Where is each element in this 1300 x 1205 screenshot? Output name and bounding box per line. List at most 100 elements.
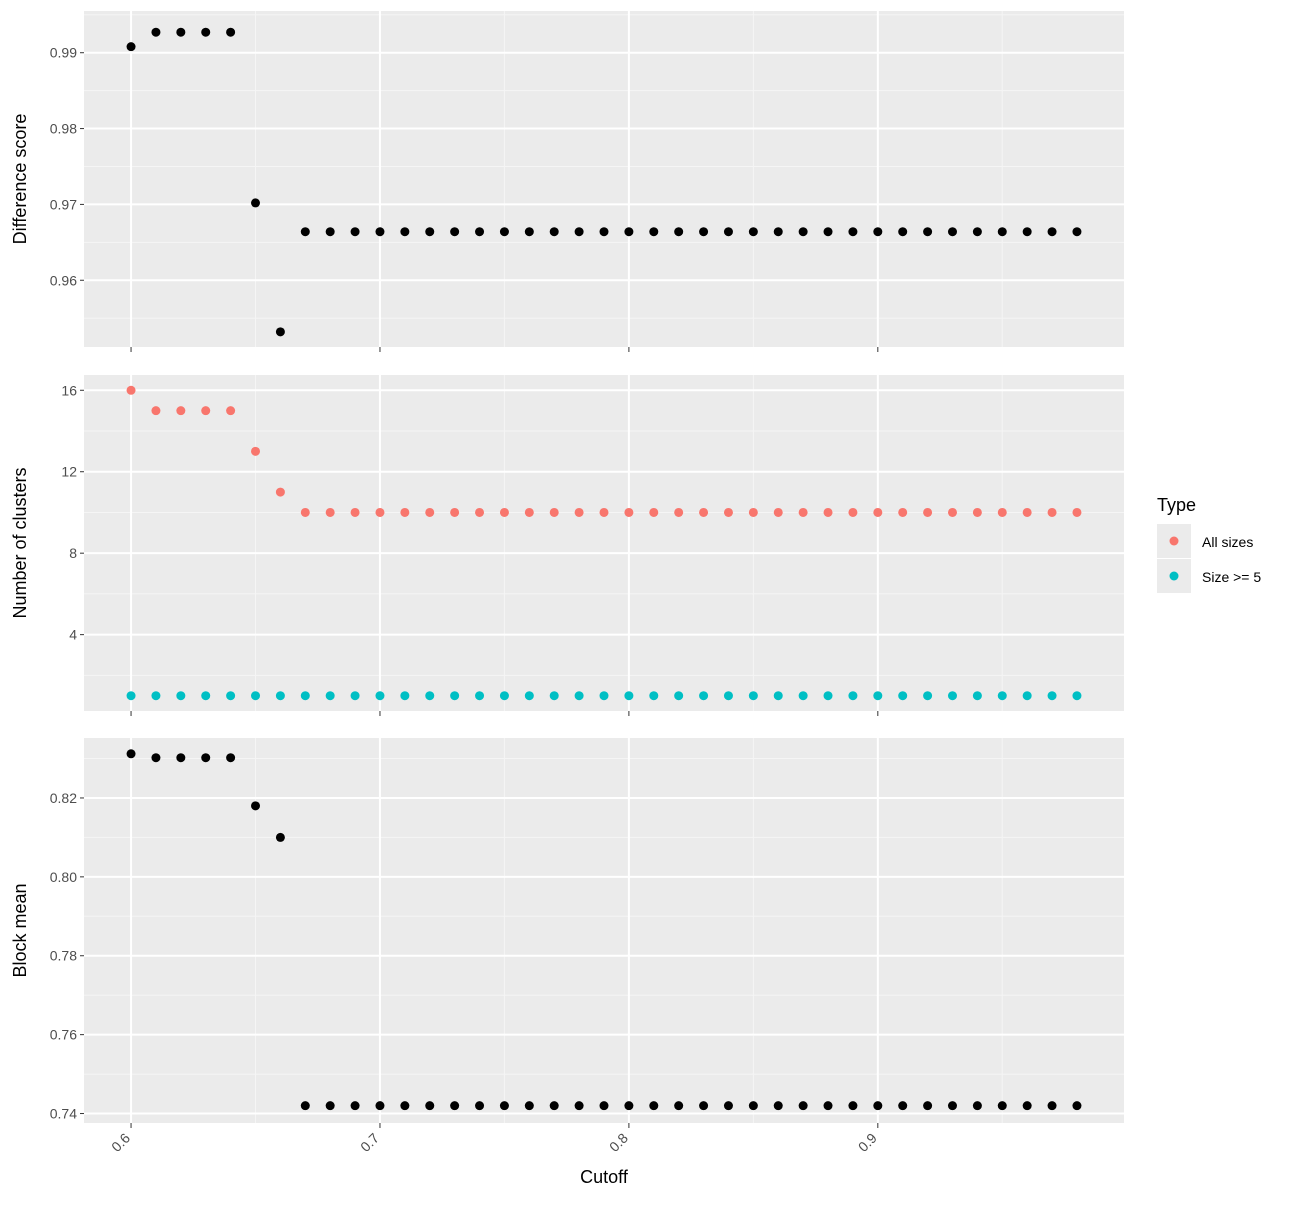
data-point (848, 1101, 858, 1111)
data-point (773, 691, 783, 701)
data-point (275, 691, 285, 701)
data-point (325, 691, 335, 701)
data-point (723, 227, 733, 237)
data-point (972, 227, 982, 237)
data-point (400, 691, 410, 701)
data-point (126, 691, 136, 701)
data-point (674, 1101, 684, 1111)
y-tick-label: 0.76 (50, 1027, 77, 1043)
data-point (325, 507, 335, 517)
data-point (649, 227, 659, 237)
data-point (898, 227, 908, 237)
panel-3: 0.74 0.76 0.78 0.80 0.82 Block mean (10, 738, 1124, 1128)
data-point (723, 691, 733, 701)
data-point (475, 507, 485, 517)
data-point (524, 1101, 534, 1111)
data-point (798, 1101, 808, 1111)
legend-key-point (1169, 536, 1179, 546)
data-point (947, 227, 957, 237)
data-point (873, 1101, 883, 1111)
data-point (823, 691, 833, 701)
data-point (450, 691, 460, 701)
data-point (524, 227, 534, 237)
x-tick-label: 0.6 (108, 1130, 133, 1155)
data-point (400, 227, 410, 237)
data-point (624, 507, 634, 517)
data-point (450, 507, 460, 517)
series-2-size-5 (126, 691, 1082, 701)
data-point (773, 227, 783, 237)
data-point (126, 749, 136, 759)
data-point (275, 832, 285, 842)
data-point (923, 507, 933, 517)
y-tick-label: 0.74 (50, 1106, 77, 1122)
data-point (574, 227, 584, 237)
data-point (699, 507, 709, 517)
data-point (599, 691, 609, 701)
data-point (599, 227, 609, 237)
data-point (300, 1101, 310, 1111)
data-point (226, 753, 236, 763)
data-point (748, 691, 758, 701)
data-point (997, 691, 1007, 701)
data-point (873, 691, 883, 701)
data-point (823, 227, 833, 237)
data-point (499, 507, 509, 517)
data-point (350, 691, 360, 701)
data-point (873, 227, 883, 237)
data-point (699, 1101, 709, 1111)
data-point (450, 1101, 460, 1111)
data-point (997, 1101, 1007, 1111)
data-point (624, 691, 634, 701)
data-point (126, 42, 136, 52)
x-tick-label: 0.9 (855, 1130, 880, 1155)
data-point (599, 1101, 609, 1111)
data-point (1072, 691, 1082, 701)
data-point (823, 1101, 833, 1111)
data-point (1022, 227, 1032, 237)
data-point (848, 227, 858, 237)
data-point (723, 507, 733, 517)
data-point (325, 1101, 335, 1111)
data-point (798, 227, 808, 237)
y-tick-label: 4 (69, 627, 77, 643)
data-point (649, 1101, 659, 1111)
panel-2: 4 8 12 16 Number of clusters (10, 375, 1124, 716)
data-point (176, 27, 186, 37)
data-point (375, 1101, 385, 1111)
data-point (848, 691, 858, 701)
x-axis-title: Cutoff (580, 1167, 629, 1187)
data-point (748, 507, 758, 517)
data-point (201, 27, 211, 37)
data-point (1047, 1101, 1057, 1111)
data-point (425, 507, 435, 517)
series-1 (126, 27, 1082, 337)
data-point (201, 753, 211, 763)
legend-label: All sizes (1202, 534, 1253, 550)
y-axis-title: Block mean (10, 883, 30, 977)
data-point (524, 691, 534, 701)
data-point (275, 487, 285, 497)
data-point (251, 691, 261, 701)
data-point (201, 406, 211, 416)
data-point (499, 1101, 509, 1111)
data-point (923, 1101, 933, 1111)
data-point (674, 507, 684, 517)
data-point (375, 691, 385, 701)
panel-background (84, 738, 1124, 1123)
data-point (574, 507, 584, 517)
panel-1: 0.96 0.97 0.98 0.99 Difference score (10, 11, 1124, 352)
data-point (176, 753, 186, 763)
y-tick-label: 0.78 (50, 948, 77, 964)
data-point (1022, 1101, 1032, 1111)
y-tick-label: 0.98 (50, 121, 77, 137)
data-point (674, 227, 684, 237)
data-point (201, 691, 211, 701)
data-point (325, 227, 335, 237)
data-point (947, 691, 957, 701)
data-point (674, 691, 684, 701)
data-point (997, 507, 1007, 517)
data-point (126, 385, 136, 395)
